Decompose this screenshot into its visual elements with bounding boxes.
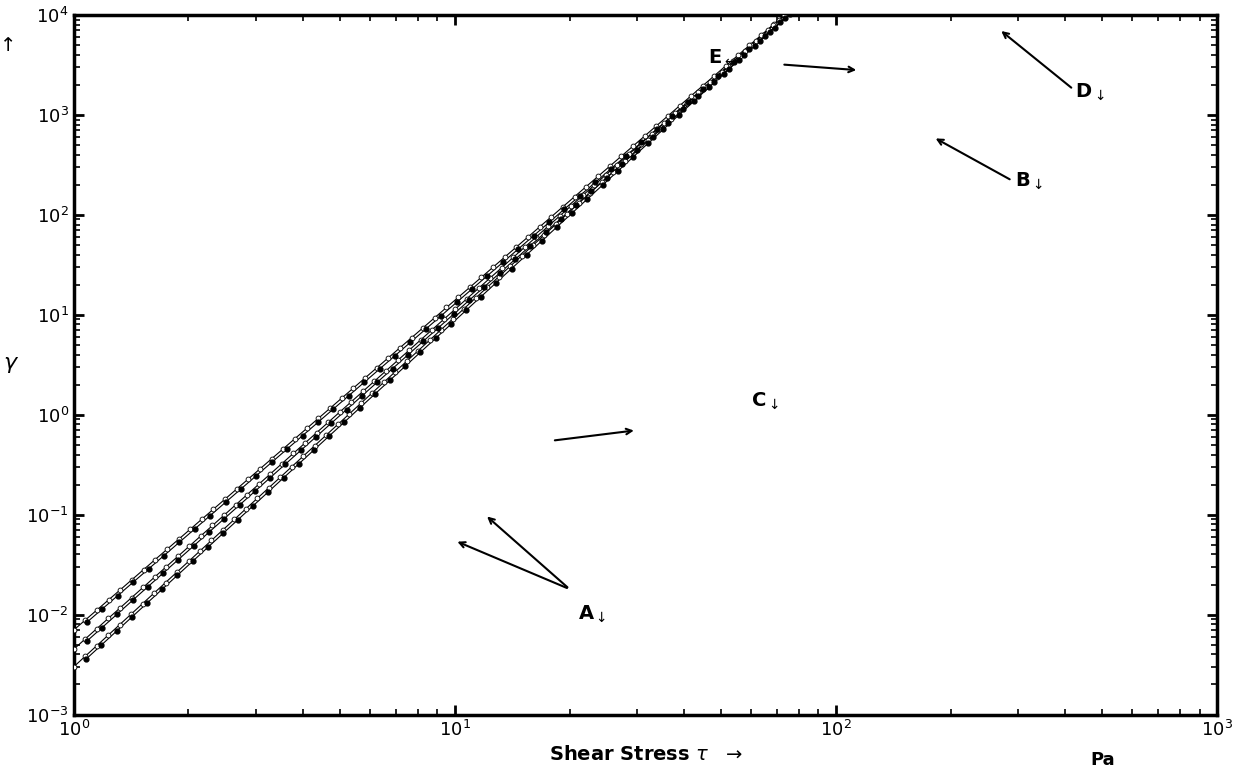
Text: A$_\downarrow$: A$_\downarrow$ <box>578 603 606 625</box>
Text: C$_\downarrow$: C$_\downarrow$ <box>751 391 779 412</box>
Text: $\uparrow$: $\uparrow$ <box>0 36 14 55</box>
Text: E$_\leftarrow$: E$_\leftarrow$ <box>708 47 737 66</box>
Text: Pa: Pa <box>1090 751 1115 769</box>
X-axis label: Shear Stress $\tau$  $\rightarrow$: Shear Stress $\tau$ $\rightarrow$ <box>548 745 742 764</box>
Text: B$_\downarrow$: B$_\downarrow$ <box>1016 171 1043 192</box>
Text: $\gamma$: $\gamma$ <box>2 355 19 375</box>
Text: D$_\downarrow$: D$_\downarrow$ <box>1075 81 1105 103</box>
